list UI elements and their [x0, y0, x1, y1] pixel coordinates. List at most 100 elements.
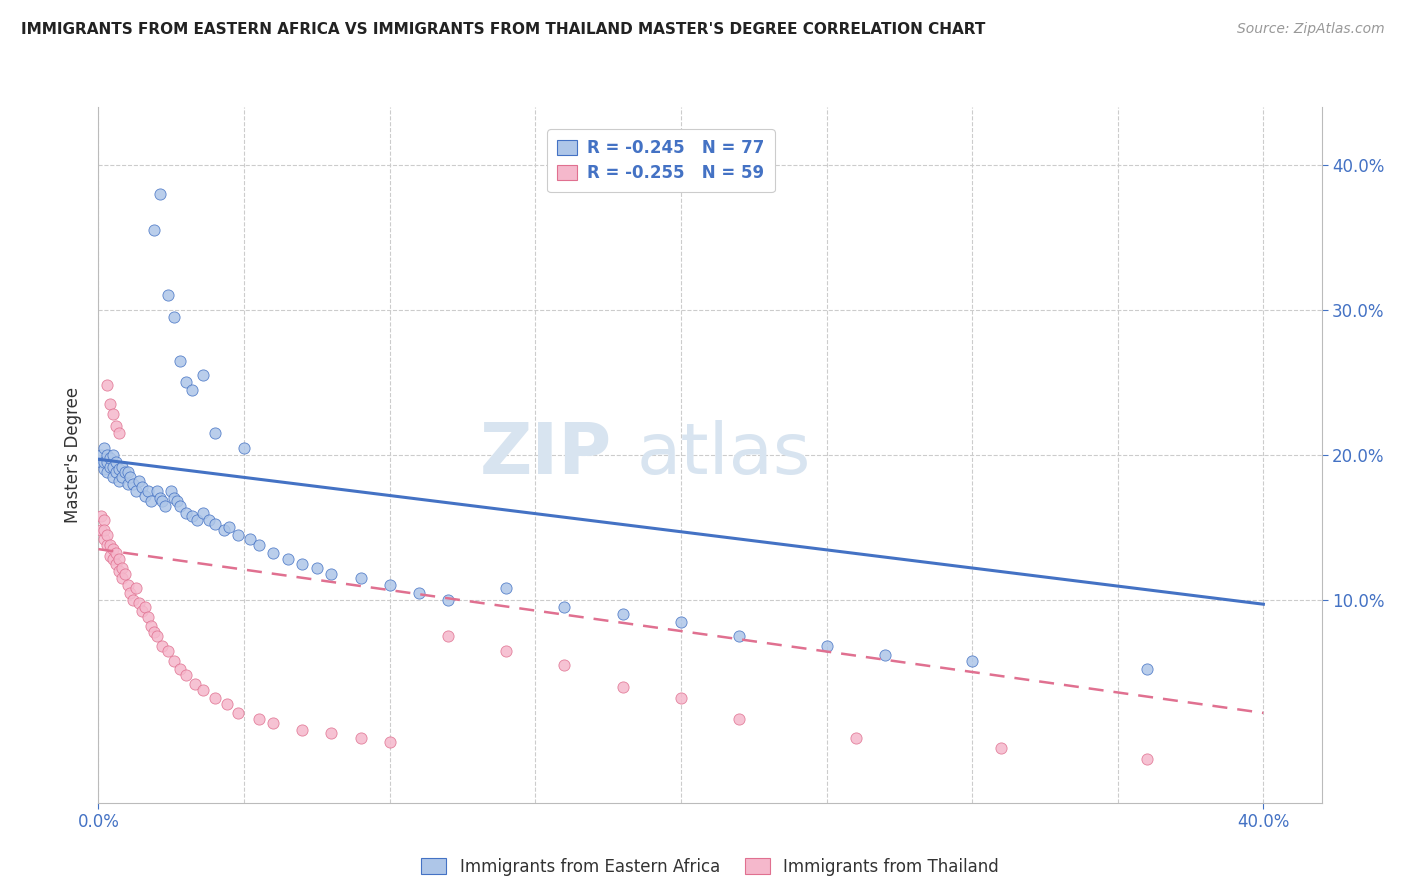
Point — [160, 484, 183, 499]
Point — [612, 680, 634, 694]
Point — [152, 494, 174, 508]
Point — [125, 484, 148, 499]
Point — [169, 662, 191, 676]
Point — [204, 691, 226, 706]
Point — [291, 557, 314, 571]
Point — [553, 658, 575, 673]
Point — [104, 466, 127, 480]
Point — [247, 712, 270, 726]
Point — [149, 491, 172, 506]
Point — [93, 532, 115, 546]
Point — [204, 517, 226, 532]
Point — [98, 397, 121, 411]
Point — [174, 668, 197, 682]
Point — [612, 607, 634, 622]
Point — [815, 639, 838, 653]
Point — [186, 513, 208, 527]
Point — [108, 552, 131, 566]
Point — [111, 469, 134, 483]
Point — [101, 459, 124, 474]
Text: Source: ZipAtlas.com: Source: ZipAtlas.com — [1237, 22, 1385, 37]
Point — [90, 455, 112, 469]
Point — [104, 419, 127, 434]
Point — [90, 523, 112, 537]
Point — [437, 592, 460, 607]
Point — [495, 582, 517, 596]
Point — [169, 353, 191, 368]
Point — [277, 552, 299, 566]
Point — [125, 582, 148, 596]
Point — [128, 474, 150, 488]
Point — [226, 527, 249, 541]
Point — [142, 223, 165, 237]
Point — [114, 566, 136, 581]
Point — [262, 546, 284, 561]
Point — [96, 455, 118, 469]
Point — [122, 476, 145, 491]
Point — [990, 740, 1012, 755]
Point — [93, 441, 115, 455]
Point — [239, 532, 262, 546]
Point — [90, 448, 112, 462]
Text: atlas: atlas — [637, 420, 811, 490]
Point — [226, 706, 249, 720]
Y-axis label: Master's Degree: Master's Degree — [65, 387, 83, 523]
Point — [193, 506, 215, 520]
Point — [193, 682, 215, 697]
Point — [98, 538, 121, 552]
Point — [104, 557, 127, 571]
Point — [262, 716, 284, 731]
Point — [180, 508, 202, 523]
Point — [145, 484, 167, 499]
Point — [108, 462, 131, 476]
Point — [96, 378, 118, 392]
Point — [101, 552, 124, 566]
Point — [101, 542, 124, 557]
Point — [108, 474, 131, 488]
Point — [845, 731, 868, 745]
Point — [166, 494, 188, 508]
Point — [180, 383, 202, 397]
Point — [1136, 752, 1159, 766]
Point — [104, 455, 127, 469]
Point — [108, 564, 131, 578]
Point — [131, 480, 153, 494]
Point — [247, 538, 270, 552]
Point — [134, 600, 156, 615]
Point — [321, 566, 343, 581]
Point — [98, 450, 121, 465]
Point — [215, 698, 238, 712]
Point — [134, 489, 156, 503]
Point — [96, 538, 118, 552]
Point — [204, 426, 226, 441]
Point — [111, 571, 134, 585]
Point — [120, 469, 142, 483]
Point — [149, 187, 172, 202]
Point — [98, 459, 121, 474]
Point — [145, 629, 167, 643]
Point — [157, 643, 180, 657]
Point — [163, 491, 186, 506]
Point — [669, 691, 692, 706]
Point — [142, 624, 165, 639]
Point — [90, 508, 112, 523]
Point — [174, 376, 197, 390]
Point — [873, 648, 896, 662]
Point — [101, 469, 124, 483]
Point — [169, 499, 191, 513]
Point — [174, 506, 197, 520]
Point — [728, 712, 751, 726]
Point — [378, 735, 401, 749]
Legend: Immigrants from Eastern Africa, Immigrants from Thailand: Immigrants from Eastern Africa, Immigran… — [415, 852, 1005, 883]
Point — [349, 571, 371, 585]
Point — [163, 654, 186, 668]
Point — [349, 731, 371, 745]
Point — [139, 619, 162, 633]
Point — [108, 426, 131, 441]
Point — [193, 368, 215, 383]
Point — [233, 441, 256, 455]
Point — [96, 466, 118, 480]
Point — [152, 639, 174, 653]
Point — [198, 513, 221, 527]
Point — [101, 448, 124, 462]
